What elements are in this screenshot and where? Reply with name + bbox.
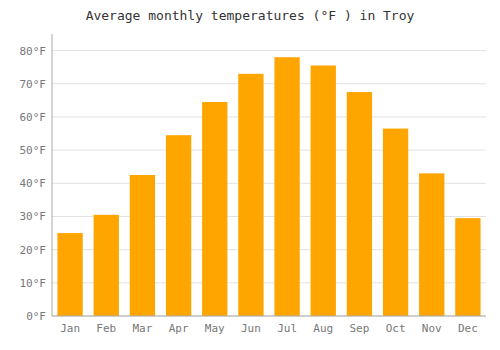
bar xyxy=(419,173,444,316)
grid xyxy=(52,51,486,316)
x-tick-label: Jan xyxy=(60,322,80,335)
y-tick-label: 40°F xyxy=(20,177,47,190)
y-tick-label: 20°F xyxy=(20,244,47,257)
x-tick-label: Oct xyxy=(386,322,406,335)
y-tick-label: 0°F xyxy=(26,310,46,323)
bar xyxy=(94,215,119,316)
x-tick-label: Jun xyxy=(241,322,261,335)
grid-line xyxy=(52,116,486,117)
y-tick-label: 10°F xyxy=(20,277,47,290)
bars xyxy=(57,57,480,316)
bar xyxy=(166,135,191,316)
grid-line xyxy=(52,316,486,317)
y-tick-label: 50°F xyxy=(20,144,47,157)
x-tick-label: Jul xyxy=(277,322,297,335)
title: Average monthly temperatures (°F ) in Tr… xyxy=(86,8,415,23)
y-tick-label: 70°F xyxy=(20,78,47,91)
bar xyxy=(347,92,372,316)
chart-container: Average monthly temperatures (°F ) in Tr… xyxy=(0,0,500,350)
y-tick-label: 30°F xyxy=(20,210,47,223)
y-axis-line xyxy=(52,34,53,316)
bar xyxy=(311,66,336,316)
x-tick-label: Mar xyxy=(132,322,152,335)
y-tick-label: 60°F xyxy=(20,111,47,124)
bar xyxy=(455,218,480,316)
x-axis-line xyxy=(52,316,486,317)
x-tick-label: Nov xyxy=(422,322,442,335)
y-tick-label: 80°F xyxy=(20,45,47,58)
bar xyxy=(57,233,82,316)
x-tick-label: Apr xyxy=(169,322,189,335)
x-tick-label: Dec xyxy=(458,322,478,335)
x-tick-label: Feb xyxy=(96,322,116,335)
x-tick-label: Aug xyxy=(313,322,333,335)
bar xyxy=(202,102,227,316)
grid-line xyxy=(52,50,486,51)
grid-line xyxy=(52,83,486,84)
bar xyxy=(130,175,155,316)
grid-line xyxy=(52,150,486,151)
bar xyxy=(274,57,299,316)
x-tick-label: Sep xyxy=(349,322,369,335)
bar xyxy=(238,74,263,316)
x-tick-label: May xyxy=(205,322,225,335)
chart-svg: Average monthly temperatures (°F ) in Tr… xyxy=(0,0,500,350)
bar xyxy=(383,129,408,316)
